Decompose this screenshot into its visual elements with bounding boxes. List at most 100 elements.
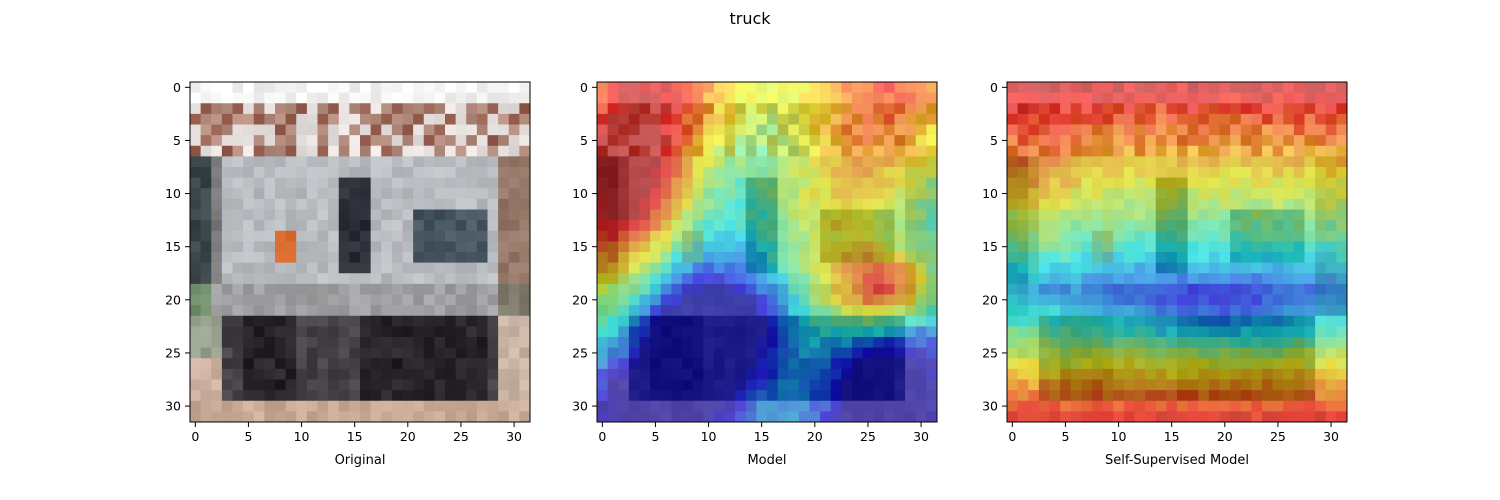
pixel xyxy=(1166,326,1178,338)
pixel xyxy=(788,124,800,136)
pixel xyxy=(894,167,906,179)
pixel xyxy=(926,241,938,253)
pixel xyxy=(883,135,895,147)
pixel xyxy=(905,411,917,423)
pixel xyxy=(487,252,499,264)
pixel xyxy=(508,368,520,380)
pixel xyxy=(476,124,488,136)
pixel xyxy=(338,82,350,94)
y-tick-label: 20 xyxy=(982,292,998,307)
pixel xyxy=(275,198,287,210)
pixel xyxy=(413,273,425,285)
pixel xyxy=(1166,241,1178,253)
pixel xyxy=(296,135,308,147)
pixel xyxy=(1028,358,1040,370)
pixel xyxy=(476,347,488,359)
pixel xyxy=(487,82,499,94)
pixel xyxy=(873,188,885,200)
pixel xyxy=(1219,294,1231,306)
pixel xyxy=(328,103,340,115)
pixel xyxy=(445,358,457,370)
pixel xyxy=(926,113,938,125)
pixel xyxy=(894,283,906,295)
pixel xyxy=(190,156,202,168)
pixel xyxy=(639,124,651,136)
pixel xyxy=(476,230,488,242)
pixel xyxy=(1230,283,1242,295)
pixel xyxy=(317,177,329,189)
pixel xyxy=(852,198,864,210)
pixel xyxy=(1336,177,1348,189)
pixel xyxy=(1198,135,1210,147)
pixel xyxy=(1230,262,1242,274)
pixel xyxy=(1293,135,1305,147)
pixel xyxy=(328,198,340,210)
pixel xyxy=(852,305,864,317)
pixel xyxy=(1240,103,1252,115)
pixel xyxy=(873,273,885,285)
pixel xyxy=(190,368,202,380)
pixel xyxy=(508,347,520,359)
pixel xyxy=(487,368,499,380)
pixel xyxy=(264,188,276,200)
pixel xyxy=(692,124,704,136)
pixel xyxy=(381,358,393,370)
pixel xyxy=(671,113,683,125)
pixel xyxy=(508,220,520,232)
pixel xyxy=(798,294,810,306)
pixel xyxy=(660,113,672,125)
pixel xyxy=(820,198,832,210)
pixel xyxy=(306,188,318,200)
pixel xyxy=(296,358,308,370)
pixel xyxy=(862,177,874,189)
pixel xyxy=(841,283,853,295)
pixel xyxy=(221,379,233,391)
pixel xyxy=(724,241,736,253)
pixel xyxy=(1293,230,1305,242)
pixel xyxy=(724,400,736,412)
pixel xyxy=(1304,358,1316,370)
pixel xyxy=(1336,82,1348,94)
pixel xyxy=(285,315,297,327)
pixel xyxy=(618,92,630,104)
pixel xyxy=(1272,188,1284,200)
pixel xyxy=(232,156,244,168)
pixel xyxy=(1145,379,1157,391)
pixel xyxy=(1007,209,1019,221)
pixel xyxy=(1272,315,1284,327)
pixel xyxy=(905,177,917,189)
pixel xyxy=(232,82,244,94)
pixel xyxy=(883,305,895,317)
pixel xyxy=(820,92,832,104)
pixel xyxy=(306,209,318,221)
pixel xyxy=(285,103,297,115)
pixel xyxy=(232,113,244,125)
pixel xyxy=(1304,241,1316,253)
pixel xyxy=(1240,145,1252,157)
pixel xyxy=(735,390,747,402)
pixel xyxy=(328,294,340,306)
pixel xyxy=(370,283,382,295)
pixel xyxy=(221,167,233,179)
pixel xyxy=(455,411,467,423)
pixel xyxy=(894,209,906,221)
pixel xyxy=(519,379,531,391)
pixel xyxy=(1007,326,1019,338)
pixel xyxy=(190,82,202,94)
pixel xyxy=(756,379,768,391)
pixel xyxy=(703,135,715,147)
pixel xyxy=(915,241,927,253)
pixel xyxy=(232,326,244,338)
pixel xyxy=(519,198,531,210)
pixel xyxy=(1017,358,1029,370)
pixel xyxy=(607,368,619,380)
pixel xyxy=(1102,390,1114,402)
pixel xyxy=(894,273,906,285)
pixel xyxy=(915,411,927,423)
pixel xyxy=(820,252,832,264)
pixel xyxy=(508,390,520,402)
pixel xyxy=(724,262,736,274)
pixel xyxy=(275,92,287,104)
pixel xyxy=(639,177,651,189)
